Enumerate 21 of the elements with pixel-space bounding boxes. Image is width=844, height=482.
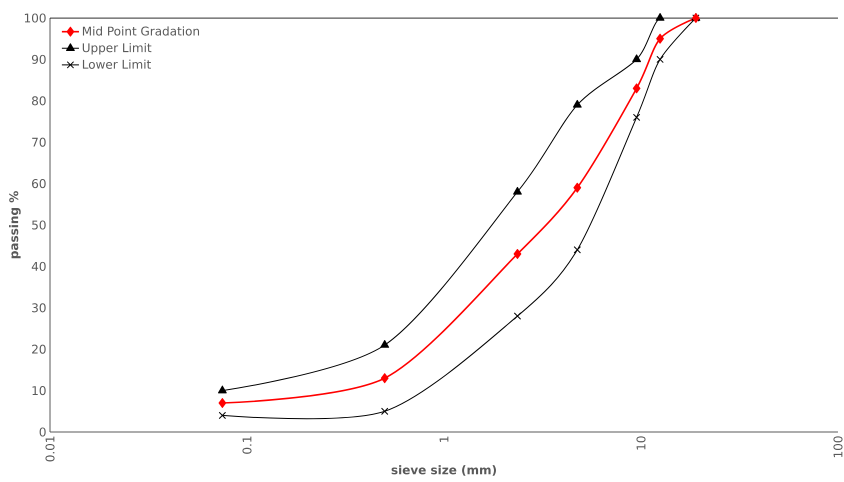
y-tick-label: 10 [32,386,46,396]
y-axis-title: passing % [9,191,21,258]
legend-label: Upper Limit [82,42,152,55]
legend-label: Mid Point Gradation [82,26,200,36]
y-tick-label: 80 [32,96,46,106]
y-tick-label: 20 [32,344,46,354]
x-tick-label: 1 [440,436,448,442]
legend-label: Lower Limit [82,60,151,69]
y-tick-label: 90 [32,54,46,64]
y-tick-label: 40 [32,262,46,271]
x-tick-label: 100 [833,436,843,458]
x-tick-label: 0.01 [45,436,55,462]
y-tick-label: 30 [32,303,46,312]
x-axis-title: sieve size (mm) [392,465,496,476]
y-tick-label: 60 [32,179,46,188]
y-tick-label: 70 [32,138,46,147]
x-tick-label: 0.1 [242,436,252,454]
y-tick-label: 0 [40,427,46,437]
y-tick-label: 100 [24,13,46,23]
y-tick-label: 50 [32,220,46,230]
x-tick-label: 10 [636,436,646,450]
